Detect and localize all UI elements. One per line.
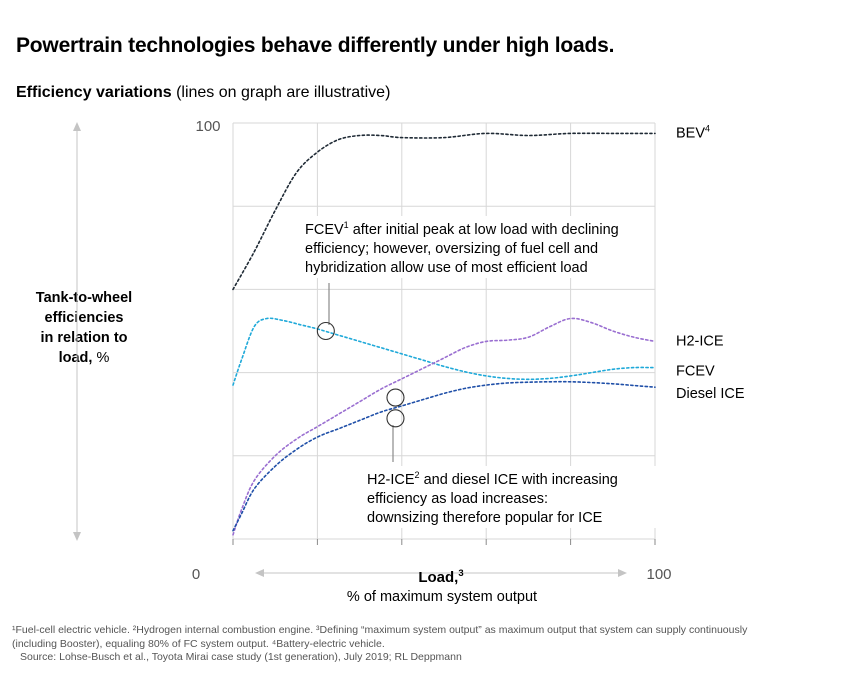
fcev-annotation-line3: hybridization allow use of most efficien…	[305, 260, 588, 276]
chart-subtitle: Efficiency variations (lines on graph ar…	[16, 84, 390, 102]
series-label-bev: BEV4	[676, 123, 710, 141]
series-lines	[232, 132, 656, 536]
marker-diesel-ice	[386, 409, 405, 428]
fcev-annotation-l1-pre: FCEV	[305, 222, 344, 238]
x-tick-100: 100	[646, 566, 671, 583]
footnote-line2: (including Booster), equaling 80% of FC …	[12, 637, 385, 650]
ice-annotation: H2-ICE2 and diesel ICE with increasing e…	[367, 470, 618, 526]
fcev-annotation: FCEV1 after initial peak at low load wit…	[305, 220, 619, 276]
x-axis-title-sup: 3	[458, 568, 463, 579]
ice-annotation-bg	[360, 466, 656, 528]
series-label-h2-ice: H2-ICE	[676, 333, 724, 349]
y-axis-arrow	[73, 122, 81, 541]
subtitle-rest: (lines on graph are illustrative)	[171, 84, 391, 101]
series-label-text: H2-ICE	[676, 333, 724, 349]
series-line-fcev	[232, 317, 656, 386]
source-line: Source: Lohse-Busch et al., Toyota Mirai…	[20, 651, 462, 663]
chart-canvas: BEV4 FCEV H2-ICE Diesel ICE 100 0 100 Load,…	[73, 118, 745, 605]
x-axis-title-text: Load,	[418, 569, 458, 586]
footnote-line1: ¹Fuel-cell electric vehicle. ²Hydrogen i…	[12, 624, 748, 636]
ice-annotation-l1-post: and diesel ICE with increasing	[420, 472, 618, 488]
series-label-text: FCEV	[676, 364, 715, 380]
fcev-annotation-line1: FCEV1 after initial peak at low load wit…	[305, 220, 619, 238]
footnotes: ¹Fuel-cell electric vehicle. ²Hydrogen i…	[12, 624, 852, 665]
ylabel-line4-rest: %	[92, 350, 110, 366]
fcev-annotation-l1-sup: 1	[344, 220, 349, 230]
x-arrow-left-head	[255, 569, 264, 577]
x-tick-0: 0	[192, 566, 200, 583]
y-arrow-down-head	[73, 532, 81, 541]
series-label-sup: 4	[705, 123, 710, 133]
subtitle-bold: Efficiency variations	[16, 84, 172, 101]
ylabel-line3: in relation to	[40, 330, 128, 346]
series-labels: BEV4 FCEV H2-ICE Diesel ICE	[676, 123, 745, 402]
marker-fcev	[316, 321, 335, 341]
ylabel-line4-bold: load,	[58, 350, 93, 366]
ice-annotation-l1-pre: H2-ICE	[367, 472, 415, 488]
chart-title: Powertrain technologies behave different…	[16, 34, 615, 57]
x-axis-title: Load,3	[418, 568, 463, 586]
marker-circles	[316, 321, 405, 428]
ice-annotation-l1-sup: 2	[415, 470, 420, 480]
ylabel-line2: efficiencies	[44, 310, 124, 326]
fcev-annotation-l1-post: after initial peak at low load with decl…	[349, 222, 619, 238]
fcev-annotation-line2: efficiency; however, oversizing of fuel …	[305, 241, 598, 257]
y-axis-label: Tank-to-wheel efficiencies in relation t…	[14, 288, 154, 368]
series-label-text: Diesel ICE	[676, 386, 745, 402]
series-label-diesel-ice: Diesel ICE	[676, 386, 745, 402]
fcev-annotation-bg	[298, 216, 654, 278]
x-axis-subtitle: % of maximum system output	[347, 589, 537, 605]
series-line-h2-ice	[232, 317, 656, 536]
series-line-diesel-ice	[232, 380, 656, 532]
series-label-fcev: FCEV	[676, 364, 715, 380]
ice-annotation-line1: H2-ICE2 and diesel ICE with increasing	[367, 470, 618, 488]
ice-annotation-line2: efficiency as load increases:	[367, 491, 548, 507]
y-tick-100: 100	[195, 118, 220, 135]
ylabel-line1: Tank-to-wheel	[35, 290, 133, 306]
x-arrow-right-head	[618, 569, 627, 577]
x-axis-arrow	[255, 569, 627, 577]
series-label-text: BEV	[676, 125, 705, 141]
marker-h2-ice	[386, 388, 405, 407]
series-line-bev	[232, 132, 656, 291]
y-arrow-up-head	[73, 122, 81, 131]
ice-annotation-line3: downsizing therefore popular for ICE	[367, 510, 603, 526]
